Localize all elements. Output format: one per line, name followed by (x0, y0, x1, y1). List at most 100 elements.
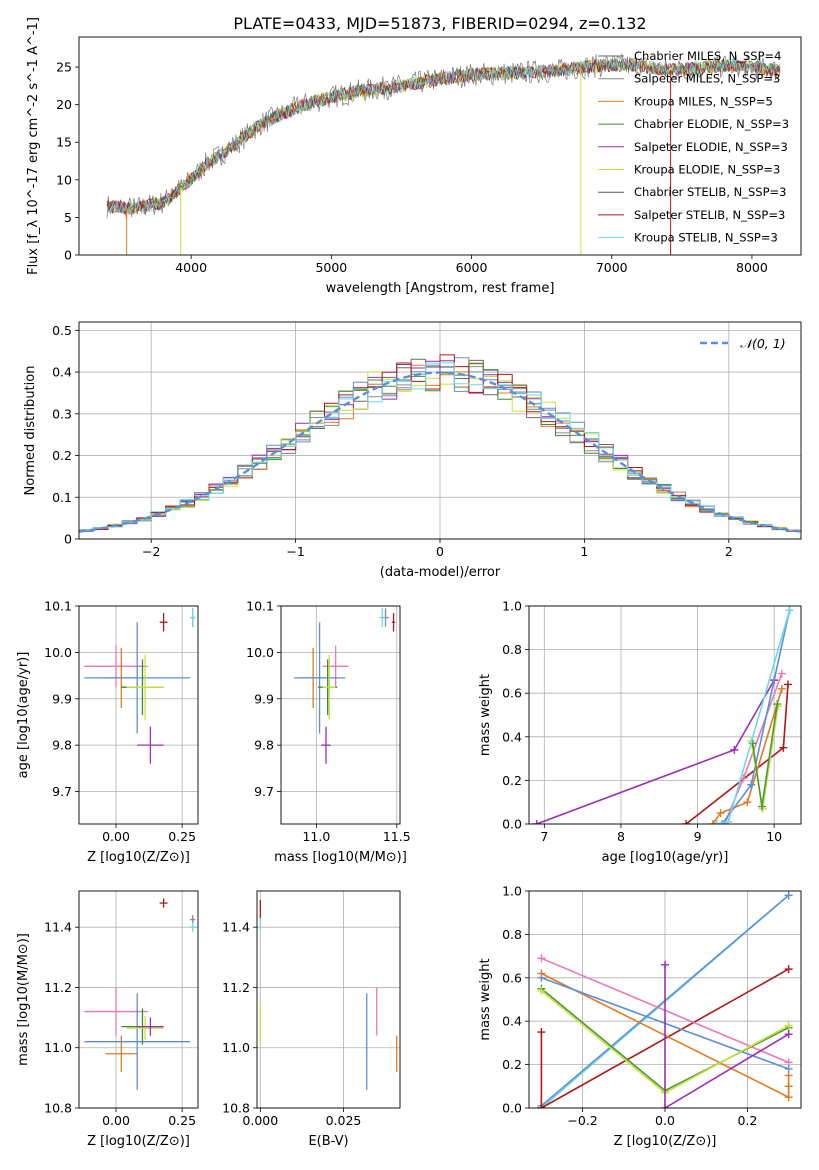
y-tick-label: 11.2 (222, 980, 250, 995)
plot-frame (78, 321, 802, 540)
x-axis-label: Z [log10(Z/Z⊙)] (87, 850, 190, 865)
x-axis-label: E(B-V) (308, 1134, 348, 1149)
x-tick-label: 0.25 (168, 829, 196, 844)
weight-marker (743, 798, 752, 807)
mass-vs-ebv-panel: 0.000 0.025 10.8 11.0 11.2 11.4 E(B-V) (222, 890, 401, 1149)
weight-marker (784, 1021, 793, 1030)
x-axis-label: age [log10(age/yr)] (602, 850, 729, 865)
weight-marker (773, 700, 782, 709)
weight-line (664, 964, 790, 1108)
weight-marker (747, 780, 756, 789)
x-tick-label: 1 (580, 544, 588, 559)
y-tick-label: 0.4 (502, 729, 522, 744)
y-tick-label: 0.6 (502, 686, 522, 701)
histogram-steps (79, 354, 801, 533)
weight-lines (537, 891, 793, 1108)
errorbar-point (84, 993, 191, 1090)
y-axis-label: Flux [f_λ 10^-17 erg cm^-2 s^-1 A^-1] (26, 17, 41, 275)
y-tick-label: 9.9 (254, 691, 274, 706)
weight-marker (777, 669, 786, 678)
errorbar-point (379, 608, 386, 627)
plot-frame (78, 605, 199, 825)
errorbar-point (84, 622, 191, 734)
y-tick-label: 10.0 (44, 645, 72, 660)
y-tick-label: 0.6 (502, 970, 522, 985)
weight-marker (757, 802, 766, 811)
y-tick-label: 5 (64, 210, 72, 225)
y-tick-label: 11.0 (222, 1040, 250, 1055)
x-tick-label: −1 (286, 544, 304, 559)
x-tick-label: 4000 (175, 260, 207, 275)
y-tick-label: 0 (64, 532, 72, 547)
y-tick-label: 9.9 (52, 691, 72, 706)
y-tick-label: 0.4 (52, 365, 72, 380)
errorbars (259, 900, 398, 1090)
y-tick-label: 9.8 (52, 738, 72, 753)
y-axis-label: mass weight (478, 958, 493, 1040)
legend-label: Kroupa STELIB, N_SSP=3 (634, 231, 778, 245)
weight-marker (661, 960, 669, 969)
errorbar-point (321, 726, 331, 764)
x-tick-label: 11.0 (302, 829, 330, 844)
x-tick-label: 5000 (315, 260, 347, 275)
y-tick-label: 0.0 (502, 1101, 522, 1116)
x-tick-label: 6000 (456, 260, 488, 275)
y-tick-label: 10.8 (222, 1101, 250, 1116)
legend-label: Salpeter MILES, N_SSP=3 (634, 72, 780, 86)
weight-marker (661, 1104, 669, 1108)
weight-marker (724, 817, 733, 824)
weight-marker (716, 809, 725, 818)
y-tick-label: 10.1 (44, 599, 72, 614)
y-tick-label: 25 (56, 60, 72, 75)
weight-marker (537, 954, 546, 963)
errorbar-point (159, 612, 168, 632)
weight-marker (532, 820, 541, 824)
weight-marker (537, 1104, 546, 1108)
x-tick-label: 8 (617, 829, 625, 844)
massweight-vs-Z-panel: −0.2 0.0 0.2 0.0 0.2 0.4 0.6 0.8 1.0 Z [log10(Z/Z… (478, 884, 802, 1149)
spectrum-legend: Chabrier MILES, N_SSP=4 Salpeter MILES, N… (598, 49, 789, 245)
plot-frame (78, 890, 199, 1109)
y-axis-label: Normed distribution (23, 366, 38, 496)
plot-frame (280, 605, 401, 825)
x-axis-label: Z [log10(Z/Z⊙)] (614, 1134, 717, 1149)
weight-marker (784, 1030, 793, 1039)
x-tick-label: 8000 (736, 260, 768, 275)
legend-label: Kroupa ELODIE, N_SSP=3 (634, 163, 780, 177)
y-tick-label: 0.0 (502, 817, 522, 832)
errorbar-point (190, 608, 196, 627)
weight-marker (779, 743, 788, 752)
y-tick-label: 0.8 (502, 927, 522, 942)
y-tick-label: 10.0 (246, 645, 274, 660)
plot-frame (256, 890, 401, 1109)
y-tick-label: 11.2 (44, 980, 72, 995)
errorbar-point (84, 645, 148, 688)
x-tick-label: 0.00 (102, 1113, 130, 1128)
y-tick-label: 9.7 (52, 784, 72, 799)
x-tick-label: 9 (694, 829, 702, 844)
weight-marker (783, 680, 792, 689)
legend-label: Chabrier ELODIE, N_SSP=3 (634, 117, 789, 131)
y-tick-label: 9.8 (254, 738, 274, 753)
errorbar-point (137, 1017, 164, 1036)
y-tick-label: 10.1 (246, 599, 274, 614)
x-axis-label: (data-model)/error (380, 565, 501, 580)
y-axis-label: mass [log10(M/M⊙)] (16, 933, 31, 1066)
errorbar-point (126, 654, 164, 720)
age-vs-mass-panel: 11.0 11.5 9.7 9.8 9.9 10.0 10.1 mass [log10(M/M… (246, 599, 411, 866)
weight-marker (537, 986, 546, 995)
x-tick-label: 0.000 (242, 1113, 278, 1128)
plot-frame (528, 890, 802, 1109)
errorbar-point (137, 726, 164, 764)
errorbar-point (126, 1016, 164, 1041)
weight-marker (537, 1028, 546, 1037)
errorbar-point (159, 898, 168, 908)
legend-label: 𝒩(0, 1) (740, 336, 786, 351)
y-tick-label: 1.0 (502, 884, 522, 899)
x-tick-label: 0.25 (168, 1113, 196, 1128)
y-tick-label: 10 (56, 172, 72, 187)
x-tick-label: 0.00 (102, 829, 130, 844)
x-tick-label: 11.5 (383, 829, 411, 844)
legend-label: Chabrier STELIB, N_SSP=3 (634, 185, 786, 199)
